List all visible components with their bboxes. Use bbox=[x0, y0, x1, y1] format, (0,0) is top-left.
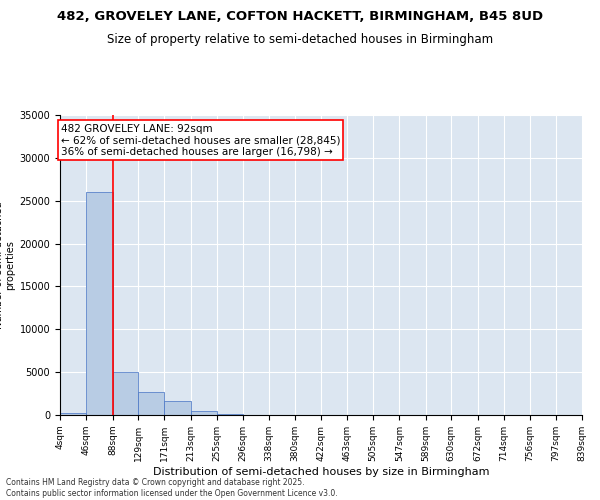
Bar bbox=[164, 402, 191, 415]
X-axis label: Distribution of semi-detached houses by size in Birmingham: Distribution of semi-detached houses by … bbox=[153, 466, 489, 476]
Bar bbox=[113, 372, 138, 415]
Bar bbox=[138, 392, 164, 415]
Bar bbox=[217, 414, 242, 415]
Y-axis label: Number of semi-detached
properties: Number of semi-detached properties bbox=[0, 201, 15, 329]
Text: Size of property relative to semi-detached houses in Birmingham: Size of property relative to semi-detach… bbox=[107, 32, 493, 46]
Text: Contains HM Land Registry data © Crown copyright and database right 2025.
Contai: Contains HM Land Registry data © Crown c… bbox=[6, 478, 338, 498]
Bar bbox=[191, 410, 217, 415]
Text: 482 GROVELEY LANE: 92sqm
← 62% of semi-detached houses are smaller (28,845)
36% : 482 GROVELEY LANE: 92sqm ← 62% of semi-d… bbox=[61, 124, 340, 157]
Bar bbox=[86, 192, 113, 415]
Bar bbox=[60, 414, 86, 415]
Text: 482, GROVELEY LANE, COFTON HACKETT, BIRMINGHAM, B45 8UD: 482, GROVELEY LANE, COFTON HACKETT, BIRM… bbox=[57, 10, 543, 23]
